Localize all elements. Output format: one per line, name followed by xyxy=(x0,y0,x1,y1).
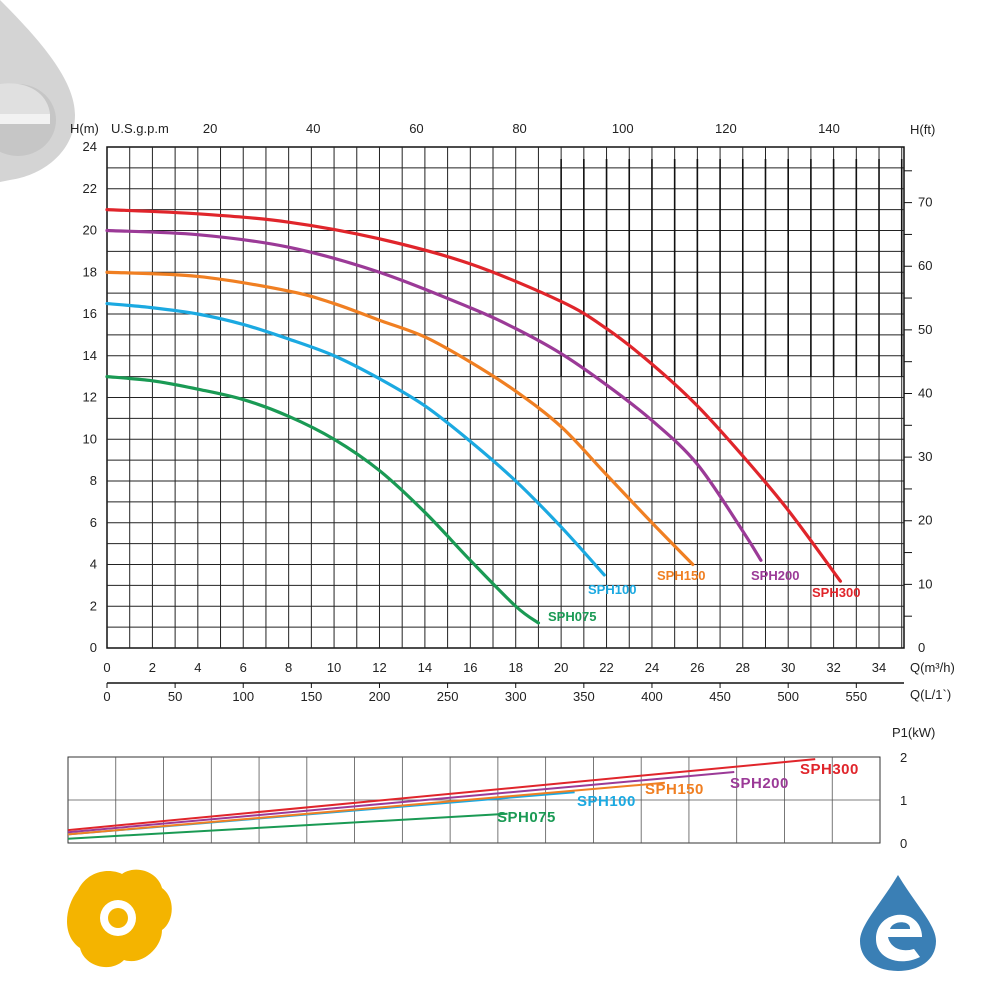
main-chart-grid xyxy=(106,146,905,649)
y-tick-left: 6 xyxy=(90,515,97,530)
power-label-sph075: SPH075 xyxy=(497,809,556,826)
y-tick-left: 12 xyxy=(83,390,97,405)
series-label-sph200: SPH200 xyxy=(751,568,799,583)
x-tick-bottom-secondary: 100 xyxy=(232,689,254,704)
x-tick-bottom: 20 xyxy=(554,660,568,675)
x-tick-bottom: 24 xyxy=(645,660,659,675)
brand-e-logo xyxy=(0,0,75,182)
x-tick-bottom: 28 xyxy=(736,660,750,675)
x-tick-bottom-secondary: 150 xyxy=(301,689,323,704)
power-label-sph200: SPH200 xyxy=(730,775,789,792)
y-tick-right: 50 xyxy=(918,322,932,337)
x-tick-bottom-secondary: 400 xyxy=(641,689,663,704)
x-tick-bottom: 22 xyxy=(599,660,613,675)
power-label-sph150: SPH150 xyxy=(645,781,704,798)
x-tick-top: 100 xyxy=(612,121,634,136)
x-tick-bottom: 34 xyxy=(872,660,886,675)
main-chart-series: SPH075 SPH100 SPH150 SPH200 SPH300 xyxy=(105,208,860,625)
y-tick-left: 24 xyxy=(83,139,97,154)
x-tick-bottom-secondary: 550 xyxy=(845,689,867,704)
x-tick-bottom: 30 xyxy=(781,660,795,675)
power-line-sph075 xyxy=(67,812,508,840)
series-label-sph150: SPH150 xyxy=(657,568,705,583)
x-tick-bottom-secondary: 450 xyxy=(709,689,731,704)
x-tick-top: 60 xyxy=(409,121,423,136)
x-tick-bottom: 14 xyxy=(418,660,432,675)
x-axis-top-label: U.S.g.p.m xyxy=(111,121,169,136)
x-tick-bottom: 32 xyxy=(826,660,840,675)
power-tick: 2 xyxy=(900,750,907,765)
power-tick: 1 xyxy=(900,793,907,808)
power-line-sph200 xyxy=(67,771,735,834)
y-axis-left-label: H(m) xyxy=(70,121,99,136)
y-tick-left: 14 xyxy=(83,348,97,363)
x-tick-bottom: 6 xyxy=(240,660,247,675)
y-tick-right: 30 xyxy=(918,449,932,464)
x-tick-bottom: 2 xyxy=(149,660,156,675)
x-tick-bottom-secondary: 300 xyxy=(505,689,527,704)
x-axis-bottom-secondary-label: Q(L/1`) xyxy=(910,687,951,702)
x-tick-bottom-secondary: 350 xyxy=(573,689,595,704)
series-line-sph150 xyxy=(105,270,695,567)
series-label-sph075: SPH075 xyxy=(548,609,596,624)
water-drop-e-logo xyxy=(860,875,936,971)
power-axis-label: P1(kW) xyxy=(892,725,935,740)
x-tick-bottom-secondary: 500 xyxy=(777,689,799,704)
y-tick-right: 70 xyxy=(918,195,932,210)
series-line-sph100 xyxy=(105,301,606,577)
x-axis-bottom-label: Q(m³/h) xyxy=(910,660,955,675)
x-tick-top: 20 xyxy=(203,121,217,136)
x-tick-bottom: 8 xyxy=(285,660,292,675)
y-tick-left: 8 xyxy=(90,473,97,488)
x-tick-top: 140 xyxy=(818,121,840,136)
x-tick-bottom-secondary: 250 xyxy=(437,689,459,704)
x-tick-bottom-secondary: 50 xyxy=(168,689,182,704)
power-chart-ticks: P1(kW) 0 1 2 xyxy=(892,725,935,851)
power-chart-series: SPH075 SPH100 SPH150 SPH200 SPH300 xyxy=(67,758,859,840)
power-line-sph150 xyxy=(67,781,665,836)
y-axis-right-label: H(ft) xyxy=(910,122,935,137)
power-tick: 0 xyxy=(900,836,907,851)
x-tick-bottom: 26 xyxy=(690,660,704,675)
y-tick-left: 10 xyxy=(83,431,97,446)
main-chart-labels: H(m) U.S.g.p.m H(ft) Q(m³/h) Q(L/1`) xyxy=(70,121,955,702)
x-tick-top: 40 xyxy=(306,121,320,136)
x-tick-top: 80 xyxy=(512,121,526,136)
series-line-sph200 xyxy=(105,228,763,562)
x-tick-bottom: 18 xyxy=(508,660,522,675)
y-tick-left: 4 xyxy=(90,557,97,572)
y-tick-left: 22 xyxy=(83,181,97,196)
y-tick-right: 0 xyxy=(918,640,925,655)
y-tick-left: 2 xyxy=(90,598,97,613)
y-tick-right: 40 xyxy=(918,385,932,400)
x-tick-bottom: 16 xyxy=(463,660,477,675)
y-tick-left: 20 xyxy=(83,223,97,238)
y-tick-left: 18 xyxy=(83,264,97,279)
y-tick-right: 20 xyxy=(918,513,932,528)
y-tick-right: 60 xyxy=(918,258,932,273)
series-label-sph300: SPH300 xyxy=(812,585,860,600)
x-tick-bottom: 4 xyxy=(194,660,201,675)
x-tick-bottom: 0 xyxy=(103,660,110,675)
sun-gear-logo xyxy=(67,869,172,968)
y-tick-right: 10 xyxy=(918,576,932,591)
y-tick-left: 16 xyxy=(83,306,97,321)
x-tick-bottom-secondary: 200 xyxy=(369,689,391,704)
power-label-sph100: SPH100 xyxy=(577,793,636,810)
x-tick-bottom-secondary: 0 xyxy=(103,689,110,704)
x-tick-bottom: 12 xyxy=(372,660,386,675)
x-tick-bottom: 10 xyxy=(327,660,341,675)
power-line-sph300 xyxy=(67,758,816,832)
series-line-sph300 xyxy=(105,208,843,583)
y-tick-left: 0 xyxy=(90,640,97,655)
series-label-sph100: SPH100 xyxy=(588,582,636,597)
power-label-sph300: SPH300 xyxy=(800,761,859,778)
x-tick-top: 120 xyxy=(715,121,737,136)
series-line-sph075 xyxy=(105,375,541,625)
